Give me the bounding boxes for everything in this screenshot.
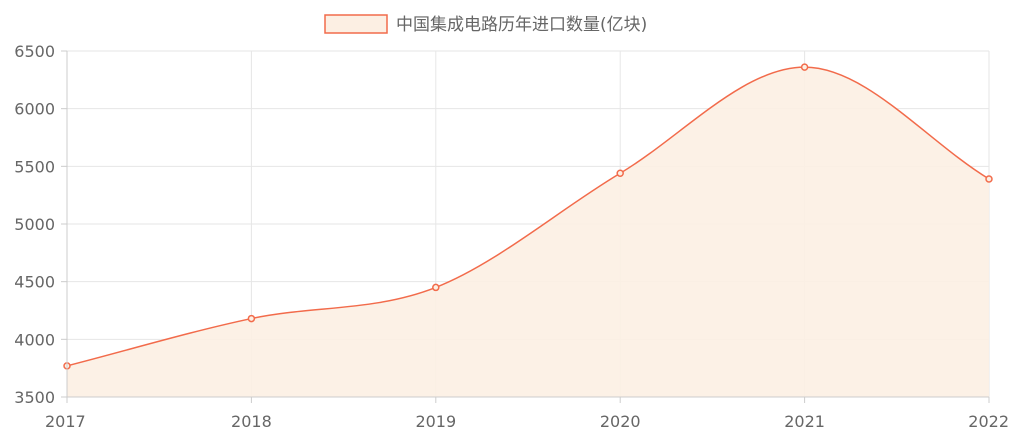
y-tick-label: 6000 <box>14 100 55 119</box>
x-tick-label: 2022 <box>968 412 1009 431</box>
x-tick-label: 2018 <box>231 412 272 431</box>
area-fill <box>67 67 989 397</box>
legend-label[interactable]: 中国集成电路历年进口数量(亿块) <box>396 15 647 35</box>
y-tick-label: 5000 <box>14 215 55 234</box>
x-axis: 2017 2018 2019 2020 2021 2022 <box>45 396 1009 431</box>
series-line <box>66 66 990 367</box>
legend[interactable]: 中国集成电路历年进口数量(亿块) <box>324 14 647 35</box>
y-tick-label: 6500 <box>14 42 55 61</box>
data-point[interactable] <box>800 63 809 71</box>
area-fill-layer <box>67 67 989 397</box>
data-point[interactable] <box>985 175 993 183</box>
y-axis: 3500 4000 4500 5000 5500 6000 6500 <box>14 42 68 407</box>
y-tick-label: 4500 <box>14 273 55 292</box>
data-point[interactable] <box>247 314 256 323</box>
x-tick-label: 2019 <box>415 412 456 431</box>
y-tick-label: 4000 <box>14 330 55 349</box>
y-tick-label: 5500 <box>14 157 55 176</box>
data-point[interactable] <box>616 169 624 178</box>
x-tick-label: 2020 <box>600 412 641 431</box>
line-layer <box>66 66 990 367</box>
data-point[interactable] <box>432 283 440 292</box>
x-tick-label: 2021 <box>784 412 825 431</box>
x-tick-label: 2017 <box>45 412 86 431</box>
y-tick-label: 3500 <box>14 388 55 407</box>
legend-swatch[interactable] <box>324 14 388 34</box>
